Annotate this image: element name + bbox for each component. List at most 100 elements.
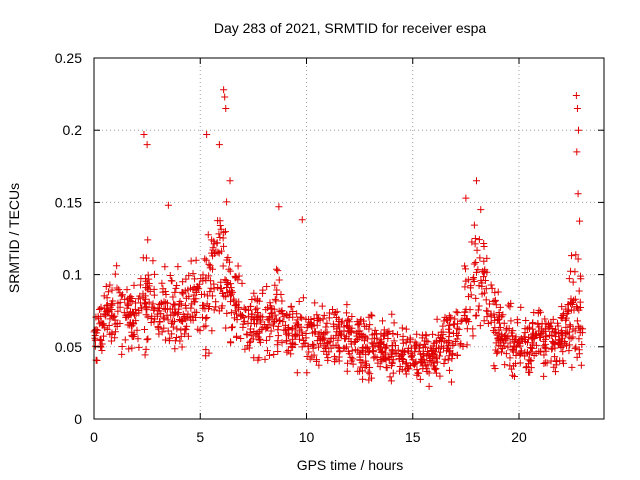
data-point bbox=[323, 319, 331, 327]
data-point bbox=[310, 351, 318, 359]
data-point bbox=[299, 294, 307, 302]
data-point bbox=[117, 292, 125, 300]
data-point bbox=[179, 310, 187, 318]
x-tick-label: 0 bbox=[90, 429, 98, 445]
data-point bbox=[130, 281, 138, 289]
data-point bbox=[216, 221, 224, 229]
data-point bbox=[549, 315, 557, 323]
data-point bbox=[541, 315, 549, 323]
data-point bbox=[480, 257, 488, 265]
data-point bbox=[200, 323, 208, 331]
data-point bbox=[578, 340, 586, 348]
data-point bbox=[573, 105, 581, 113]
data-point bbox=[210, 250, 218, 258]
data-point bbox=[567, 267, 575, 275]
data-point bbox=[144, 236, 152, 244]
data-point bbox=[515, 338, 523, 346]
data-point bbox=[264, 316, 272, 324]
data-point bbox=[445, 366, 453, 374]
data-point bbox=[388, 310, 396, 318]
data-point bbox=[212, 248, 220, 256]
data-point bbox=[214, 284, 222, 292]
data-point bbox=[192, 256, 200, 264]
data-point bbox=[349, 360, 357, 368]
data-point bbox=[558, 332, 566, 340]
data-point bbox=[201, 255, 209, 263]
data-point bbox=[122, 313, 130, 321]
x-tick-label: 20 bbox=[511, 429, 527, 445]
data-point bbox=[356, 330, 364, 338]
data-point bbox=[384, 334, 392, 342]
data-point bbox=[472, 258, 480, 266]
data-point bbox=[557, 328, 565, 336]
data-point bbox=[564, 328, 572, 336]
data-point bbox=[223, 278, 231, 286]
data-point bbox=[453, 329, 461, 337]
data-point bbox=[480, 242, 488, 250]
data-point bbox=[256, 338, 264, 346]
data-point bbox=[491, 328, 499, 336]
data-point bbox=[187, 316, 195, 324]
data-point bbox=[506, 362, 514, 370]
data-point bbox=[473, 177, 480, 185]
y-tick-label: 0.25 bbox=[55, 50, 82, 66]
data-point bbox=[149, 300, 157, 308]
data-point bbox=[359, 375, 367, 383]
data-point bbox=[257, 326, 265, 334]
data-point bbox=[298, 314, 306, 322]
data-point bbox=[527, 364, 535, 372]
data-point bbox=[228, 287, 236, 295]
y-tick-label: 0 bbox=[74, 411, 82, 427]
data-point bbox=[571, 345, 579, 353]
data-point bbox=[189, 270, 197, 278]
data-point bbox=[575, 324, 583, 332]
data-point bbox=[507, 317, 515, 325]
data-point bbox=[238, 311, 246, 319]
data-point bbox=[217, 278, 225, 286]
data-point bbox=[318, 302, 326, 310]
data-point bbox=[212, 298, 220, 306]
data-point bbox=[365, 376, 373, 384]
data-point bbox=[572, 92, 580, 100]
data-point bbox=[269, 319, 277, 327]
data-point bbox=[182, 304, 190, 312]
data-point bbox=[202, 322, 210, 330]
data-point bbox=[347, 337, 355, 345]
data-point bbox=[151, 315, 159, 323]
data-point bbox=[551, 353, 559, 361]
data-point bbox=[388, 342, 396, 350]
data-point bbox=[573, 353, 581, 361]
data-point bbox=[424, 338, 432, 346]
data-point bbox=[213, 239, 221, 247]
data-point bbox=[354, 321, 362, 329]
data-point bbox=[352, 329, 360, 337]
data-point bbox=[431, 348, 439, 356]
data-point bbox=[172, 284, 180, 292]
data-point bbox=[121, 336, 129, 344]
data-point bbox=[107, 337, 115, 345]
data-point bbox=[539, 327, 547, 335]
data-point bbox=[240, 304, 248, 312]
data-point bbox=[272, 315, 280, 323]
data-point bbox=[324, 338, 332, 346]
data-point bbox=[193, 308, 201, 316]
data-point bbox=[452, 308, 460, 316]
data-point bbox=[535, 306, 543, 314]
data-point bbox=[493, 349, 501, 357]
data-point bbox=[219, 262, 227, 270]
data-point bbox=[421, 358, 429, 366]
data-point bbox=[575, 306, 583, 314]
data-point bbox=[161, 305, 169, 313]
data-point bbox=[295, 335, 303, 343]
data-point bbox=[171, 345, 179, 353]
data-point bbox=[389, 330, 397, 338]
data-point bbox=[558, 303, 566, 311]
data-point bbox=[504, 333, 512, 341]
data-point bbox=[462, 194, 470, 202]
data-point bbox=[172, 333, 180, 341]
data-point bbox=[491, 316, 499, 324]
data-point bbox=[194, 284, 202, 292]
data-point bbox=[532, 350, 540, 358]
data-point bbox=[158, 279, 166, 287]
data-point bbox=[473, 246, 481, 254]
